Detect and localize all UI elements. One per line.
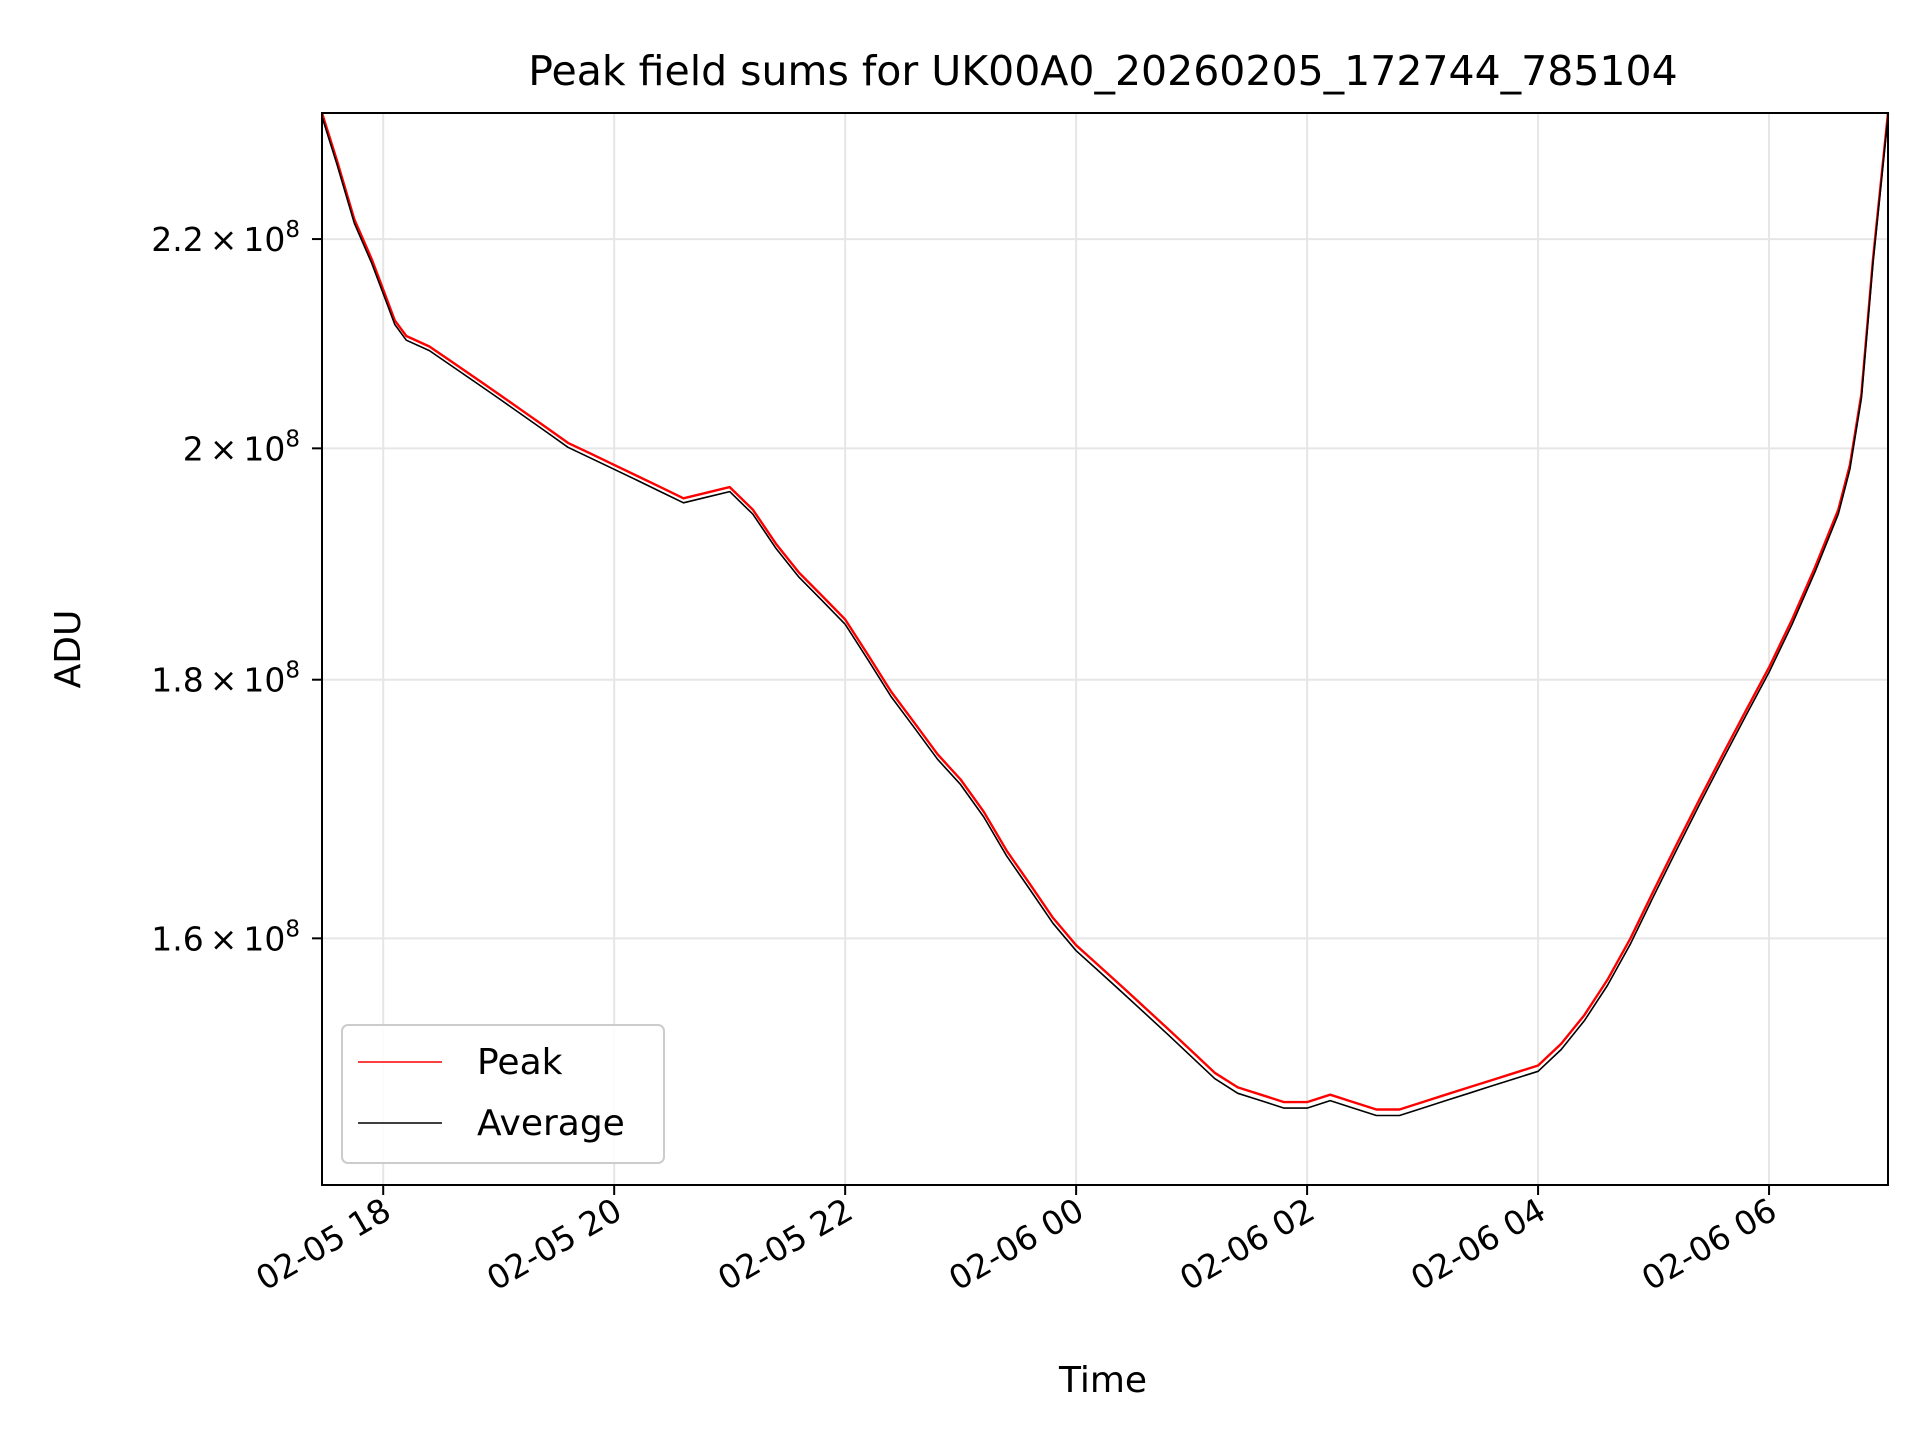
y-tick-exponent: 8 [285,217,300,243]
y-axis-label: ADU [48,610,89,689]
peak-series-line [320,112,1890,1111]
y-tick-exponent: 8 [285,916,300,942]
y-tick-times: × [210,919,238,958]
y-tick-times: × [210,429,238,468]
legend-average-label: Average [477,1103,625,1144]
y-tick-mantissa: 1.8 [151,661,203,700]
legend-box [341,1024,665,1164]
average-series-line [321,116,1889,1117]
chart-title: Peak field sums for UK00A0_20260205_1727… [528,47,1677,95]
y-tick-mantissa: 2.2 [151,220,203,259]
y-tick-base: 10 [243,429,285,468]
x-axis-label: Time [1058,1360,1147,1401]
y-tick-times: × [210,661,238,700]
y-tick-mantissa: 2 [183,429,204,468]
series-lines [320,112,1890,1117]
y-tick-times: × [210,220,238,259]
legend-peak-label: Peak [477,1042,563,1083]
legend: Peak Average [341,1024,665,1164]
y-tick-base: 10 [243,661,285,700]
y-tick-exponent: 8 [285,426,300,452]
y-tick-label: 1.8 × 108 [151,658,300,700]
plot-frame [321,112,1889,1186]
y-tick-base: 10 [243,919,285,958]
y-tick-base: 10 [243,220,285,259]
grid [322,113,1888,1185]
y-tick-label: 2 × 108 [183,426,300,468]
y-tick-mantissa: 1.6 [151,919,203,958]
y-tick-exponent: 8 [285,658,300,684]
y-tick-label: 2.2 × 108 [151,217,300,259]
y-tick-label: 1.6 × 108 [151,916,300,958]
